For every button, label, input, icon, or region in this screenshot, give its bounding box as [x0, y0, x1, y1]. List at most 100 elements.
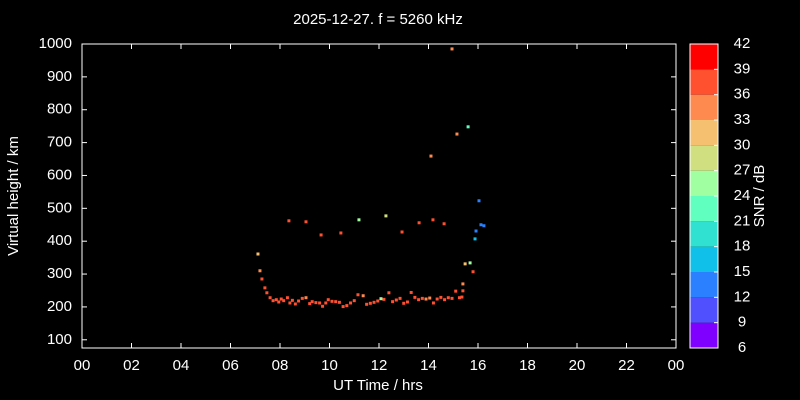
data-point — [308, 302, 312, 306]
colorbar-band — [690, 44, 718, 70]
data-point — [387, 291, 391, 295]
data-point — [330, 299, 334, 303]
data-point — [287, 219, 291, 223]
data-point — [402, 301, 406, 305]
data-point — [477, 199, 481, 203]
colorbar-tick-label: 39 — [734, 60, 751, 77]
colorbar-tick-label: 27 — [734, 162, 751, 179]
x-tick-label: 10 — [321, 357, 338, 374]
y-tick-label: 100 — [47, 331, 72, 348]
colorbar-tick-label: 12 — [734, 288, 751, 305]
y-tick-label: 800 — [47, 101, 72, 118]
colorbar-label: SNR / dB — [751, 165, 768, 228]
data-point — [282, 299, 286, 303]
data-point — [417, 221, 421, 225]
data-point — [442, 222, 446, 226]
colorbar-tick-label: 18 — [734, 238, 751, 255]
colorbar-band — [690, 221, 718, 247]
data-point — [260, 277, 264, 281]
data-point — [321, 304, 325, 308]
data-point — [424, 297, 428, 301]
data-point — [409, 290, 413, 294]
data-point — [398, 296, 402, 300]
data-point — [349, 301, 353, 305]
data-point — [429, 154, 433, 158]
colorbar-band — [690, 297, 718, 323]
data-point — [455, 132, 459, 136]
data-point — [382, 297, 386, 301]
y-tick-label: 300 — [47, 265, 72, 282]
colorbar-tick-label: 30 — [734, 136, 751, 153]
colorbar-band — [690, 94, 718, 120]
data-point — [277, 300, 281, 304]
x-axis-label: UT Time / hrs — [333, 377, 423, 394]
data-point — [468, 261, 472, 265]
data-point — [310, 300, 314, 304]
data-point — [372, 300, 376, 304]
colorbar-tick-label: 33 — [734, 111, 751, 128]
x-tick-label: 02 — [123, 357, 140, 374]
data-point — [446, 296, 450, 300]
data-point — [300, 296, 304, 300]
data-point — [473, 237, 477, 241]
data-point — [439, 295, 443, 299]
data-point — [384, 214, 388, 218]
data-point — [482, 224, 486, 228]
colorbar-band — [690, 120, 718, 146]
data-point — [339, 231, 343, 235]
colorbar-tick-label: 42 — [734, 35, 751, 52]
data-point — [394, 298, 398, 302]
colorbar-band — [690, 145, 718, 171]
x-tick-label: 14 — [420, 357, 437, 374]
colorbar-tick-label: 9 — [738, 314, 746, 331]
data-point — [479, 223, 483, 227]
colorbar-tick-label: 36 — [734, 86, 751, 103]
x-tick-label: 20 — [569, 357, 586, 374]
data-point — [293, 302, 297, 306]
data-point — [460, 295, 464, 299]
data-point — [365, 302, 369, 306]
y-tick-label: 900 — [47, 68, 72, 85]
data-point — [324, 301, 328, 305]
data-point — [379, 297, 383, 301]
data-point — [461, 289, 465, 293]
colorbar-band — [690, 322, 718, 348]
data-point — [279, 297, 283, 301]
data-point — [297, 299, 301, 303]
x-tick-label: 18 — [519, 357, 536, 374]
data-point — [471, 270, 475, 274]
data-point — [357, 218, 361, 222]
x-tick-label: 00 — [74, 357, 91, 374]
data-point — [400, 230, 404, 234]
data-point — [420, 296, 424, 300]
data-point — [304, 296, 308, 300]
x-tick-label: 04 — [173, 357, 190, 374]
x-tick-label: 16 — [470, 357, 487, 374]
y-tick-label: 600 — [47, 166, 72, 183]
data-point — [405, 300, 409, 304]
data-point — [274, 298, 278, 302]
x-tick-label: 06 — [222, 357, 239, 374]
colorbar-tick-label: 24 — [734, 187, 751, 204]
x-tick-label: 00 — [668, 357, 685, 374]
data-point — [431, 301, 435, 305]
data-point — [474, 229, 478, 233]
data-point — [290, 298, 294, 302]
colorbar-band — [690, 196, 718, 222]
data-point — [263, 286, 267, 290]
data-point — [304, 220, 308, 224]
data-point — [466, 125, 470, 129]
data-point — [428, 296, 432, 300]
data-point — [376, 299, 380, 303]
data-point — [368, 301, 372, 305]
data-point — [457, 296, 461, 300]
data-point — [314, 301, 318, 305]
data-point — [443, 298, 447, 302]
data-point — [417, 298, 421, 302]
data-point — [285, 296, 289, 300]
data-point — [431, 218, 435, 222]
data-point — [256, 252, 260, 256]
data-point — [345, 304, 349, 308]
